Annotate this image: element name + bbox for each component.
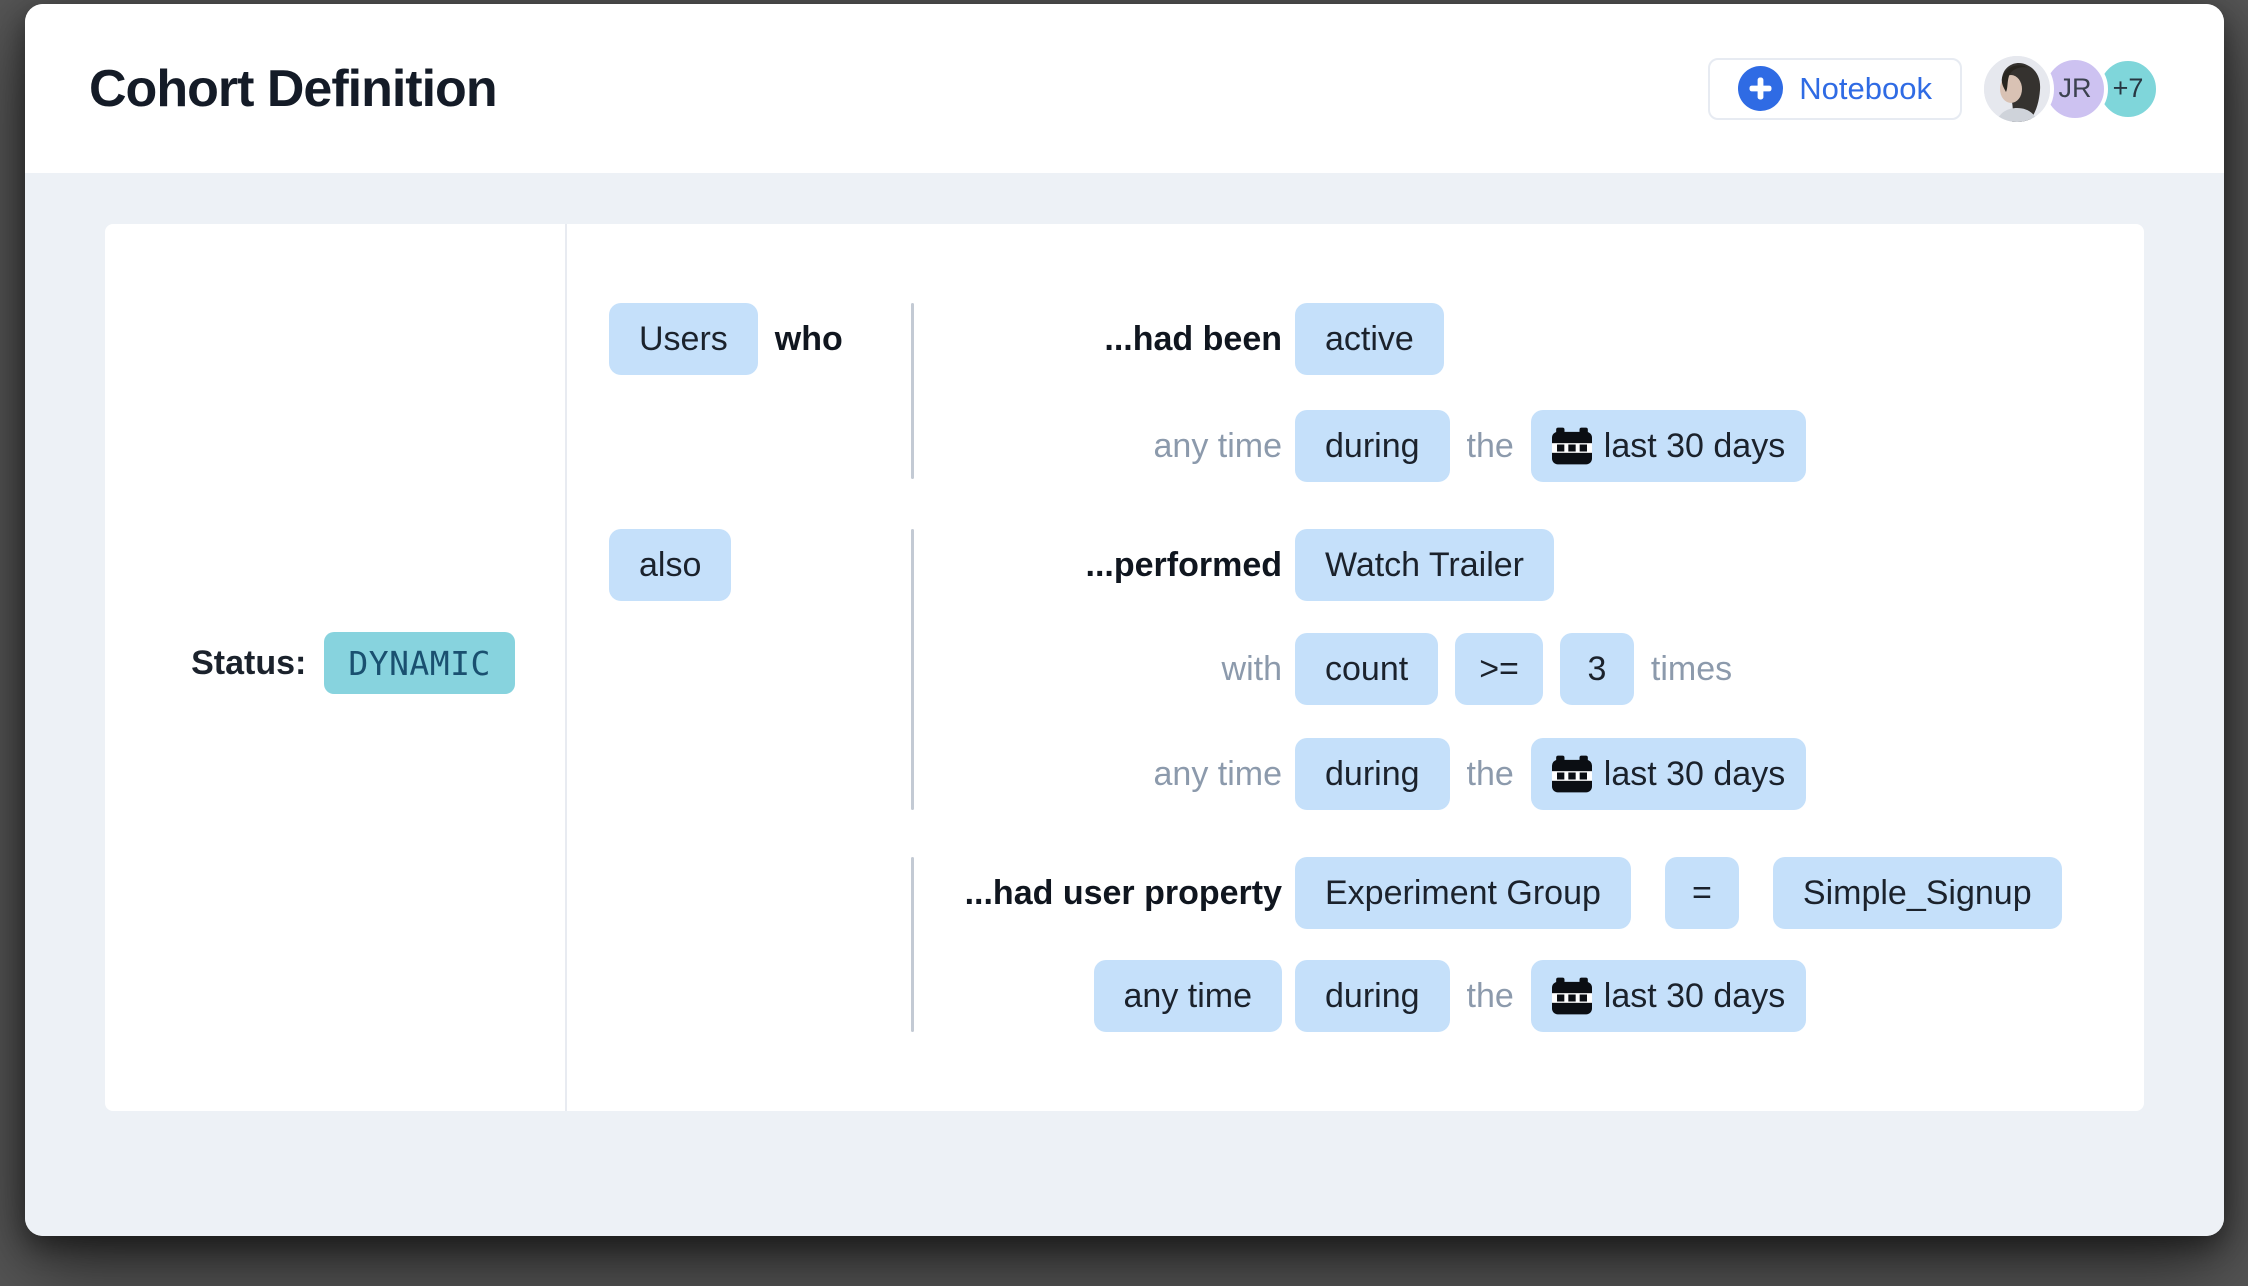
rule-row: ...had user property Experiment Group = …	[567, 857, 2144, 929]
during-chip[interactable]: during	[1295, 738, 1450, 810]
rule-row-chips: Watch Trailer	[1295, 529, 1555, 601]
rule-row-chips: during the	[1295, 410, 1807, 482]
clause-divider	[911, 529, 914, 810]
value-chip[interactable]: 3	[1559, 633, 1634, 705]
calendar-icon	[1551, 427, 1592, 465]
cohort-definition-window: Cohort Definition Notebook	[25, 4, 2224, 1236]
window-header: Cohort Definition Notebook	[25, 4, 2224, 173]
window-content: Status: DYNAMIC Users who	[25, 173, 2224, 1236]
avatar-group: JR +7	[1980, 51, 2160, 126]
notebook-button-label: Notebook	[1799, 70, 1932, 106]
event-chip[interactable]: Watch Trailer	[1295, 529, 1555, 601]
suffix-word: times	[1650, 649, 1733, 688]
page-title: Cohort Definition	[89, 59, 498, 118]
also-chip[interactable]: also	[609, 529, 732, 601]
connector-word: the	[1466, 976, 1514, 1015]
subject-chip[interactable]: Users	[609, 303, 758, 375]
date-range-chip[interactable]: last 30 days	[1530, 960, 1807, 1032]
calendar-icon	[1551, 977, 1592, 1015]
rule-row: ...performed Watch Trailer	[567, 529, 2144, 601]
rule-row: any time during the	[567, 960, 2144, 1032]
clause-divider	[911, 303, 914, 479]
rule-row: any time during the	[567, 410, 2144, 482]
clause-divider	[911, 857, 914, 1032]
rule-row: ...had been active	[567, 303, 2144, 375]
header-actions: Notebook JR	[1708, 51, 2160, 126]
avatar-overflow-count[interactable]: +7	[2096, 56, 2160, 121]
event-chip[interactable]: active	[1295, 303, 1444, 375]
rule-row-label: any time	[1153, 754, 1283, 793]
status-column: Status: DYNAMIC	[105, 224, 567, 1111]
date-range-chip[interactable]: last 30 days	[1530, 410, 1807, 482]
avatar-overflow-label: +7	[2112, 73, 2144, 103]
value-chip[interactable]: Simple_Signup	[1772, 857, 2062, 929]
rules-canvas: Users who ...had been active any time	[567, 224, 2144, 1111]
status-row: Status: DYNAMIC	[105, 632, 565, 694]
date-range-label: last 30 days	[1603, 754, 1786, 793]
rule-row-label-chip: any time	[782, 960, 1282, 1032]
subject-connector: who	[774, 319, 843, 358]
clause-subject: also	[609, 529, 732, 601]
add-to-notebook-button[interactable]: Notebook	[1708, 57, 1962, 120]
rule-row-label: ...had been	[1104, 319, 1282, 358]
property-chip[interactable]: Experiment Group	[1295, 857, 1631, 929]
property-chip[interactable]: count	[1295, 633, 1439, 705]
status-badge: DYNAMIC	[324, 632, 515, 694]
date-range-label: last 30 days	[1603, 976, 1786, 1015]
rule-row-chips: active	[1295, 303, 1444, 375]
connector-word: the	[1466, 754, 1514, 793]
any-time-chip[interactable]: any time	[1093, 960, 1282, 1032]
clause-subject: Users who	[609, 303, 843, 375]
operator-chip[interactable]: >=	[1455, 633, 1543, 705]
user-photo-avatar[interactable]	[1980, 51, 2054, 126]
cohort-definition-panel: Status: DYNAMIC Users who	[105, 224, 2144, 1111]
rule-row-chips: count >= 3 times	[1295, 633, 1732, 705]
rule-row-label: with	[1221, 649, 1282, 688]
rule-row-label: ...had user property	[964, 873, 1282, 912]
rule-row-label: any time	[1153, 426, 1283, 465]
during-chip[interactable]: during	[1295, 410, 1450, 482]
avatar-initials-label: JR	[2058, 73, 2092, 103]
rule-row-chips: during the	[1295, 960, 1807, 1032]
plus-circle-icon	[1738, 66, 1784, 111]
during-chip[interactable]: during	[1295, 960, 1450, 1032]
date-range-chip[interactable]: last 30 days	[1530, 738, 1807, 810]
rule-row-label: ...performed	[1085, 545, 1282, 584]
date-range-label: last 30 days	[1603, 426, 1786, 465]
calendar-icon	[1551, 755, 1592, 793]
rule-row: any time during the	[567, 738, 2144, 810]
rule-row-chips: during the	[1295, 738, 1807, 810]
portrait-image	[1984, 55, 2050, 122]
connector-word: the	[1466, 426, 1514, 465]
rule-row-chips: Experiment Group = Simple_Signup	[1295, 857, 2062, 929]
operator-chip[interactable]: =	[1664, 857, 1739, 929]
status-label: Status:	[191, 643, 307, 682]
rule-row: with count >= 3 times	[567, 633, 2144, 705]
